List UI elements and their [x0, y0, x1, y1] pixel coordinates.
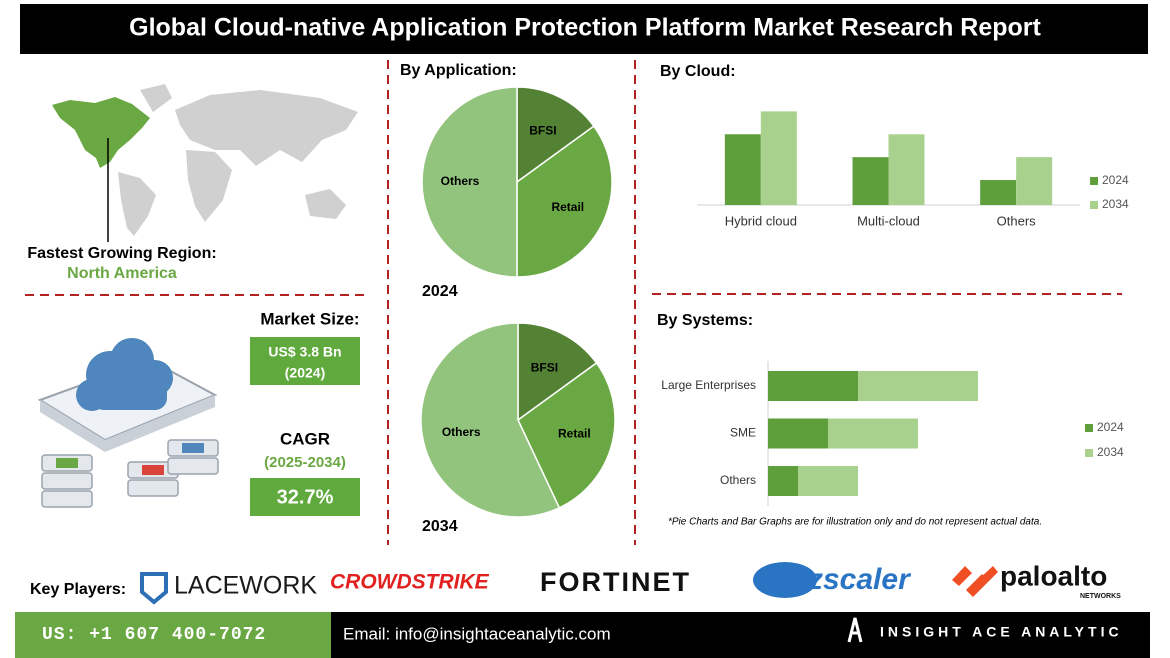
market-size-year: (2024)	[285, 365, 325, 381]
server	[41, 472, 93, 490]
pie-slice	[516, 125, 613, 278]
greenland	[140, 84, 172, 112]
y-tick-label: Large Enterprises	[661, 378, 756, 392]
cagr-box	[250, 478, 360, 516]
note: *Pie Charts and Bar Graphs are for illus…	[668, 517, 1042, 528]
company: FORTINET	[540, 567, 691, 597]
slice-label: Others	[441, 174, 480, 188]
legend-swatch	[1090, 201, 1098, 209]
legend-swatch	[1085, 449, 1093, 457]
company: CROWDSTRIKE	[330, 571, 490, 594]
title: Global Cloud-native Application Protecti…	[129, 14, 1041, 42]
pie-slice	[421, 86, 518, 278]
australia	[305, 189, 346, 219]
header-bar	[20, 4, 1148, 54]
africa	[186, 150, 232, 222]
bar-segment	[768, 371, 858, 401]
cagr-value: 32.7%	[277, 486, 334, 508]
bar-segment	[798, 466, 858, 496]
brand-icon	[847, 617, 863, 643]
slice-label: Retail	[558, 427, 591, 441]
bar	[724, 134, 761, 205]
legend-label: 2024	[1097, 420, 1124, 434]
pie-slice	[516, 86, 595, 184]
server-light	[182, 443, 204, 453]
paloalto-icon	[952, 566, 998, 597]
zscaler-icon	[753, 562, 817, 598]
slice-label: BFSI	[529, 123, 556, 137]
legend-swatch	[1085, 424, 1093, 432]
x-tick-label: Others	[997, 213, 1037, 228]
company-sub: NETWORKS	[1080, 593, 1121, 600]
market-size-box	[250, 337, 360, 385]
bar	[888, 134, 925, 205]
bar	[1016, 157, 1053, 205]
chart-title: By Systems:	[657, 312, 753, 329]
bar	[980, 180, 1017, 205]
company: zscaler	[807, 563, 912, 596]
pie-year: 2034	[422, 518, 458, 535]
bar	[760, 111, 797, 205]
footer-left	[15, 612, 331, 658]
region-value: North America	[67, 265, 177, 282]
chart-title: By Cloud:	[660, 63, 736, 80]
slice-label: Retail	[551, 200, 584, 214]
company: paloalto	[1000, 560, 1107, 591]
cloud-part	[92, 380, 167, 410]
south-america	[118, 172, 156, 236]
chart-title: By Application:	[400, 62, 517, 79]
server-light	[142, 465, 164, 475]
server	[127, 479, 179, 497]
server	[41, 490, 93, 508]
legend-swatch	[1090, 177, 1098, 185]
legend-label: 2034	[1102, 197, 1129, 211]
market-size-label: Market Size:	[260, 309, 359, 328]
y-tick-label: Others	[720, 473, 756, 487]
legend-label: 2034	[1097, 445, 1124, 459]
lacework-icon	[140, 572, 168, 605]
bar-segment	[828, 418, 918, 449]
device-edge	[40, 395, 215, 452]
email: Email: info@insightaceanalytic.com	[343, 624, 611, 643]
slice-label: BFSI	[531, 360, 558, 374]
bar-segment	[768, 466, 798, 496]
brand: INSIGHT ACE ANALYTIC	[880, 624, 1123, 640]
legend-label: 2024	[1102, 173, 1129, 187]
key-players-label: Key Players:	[30, 581, 126, 598]
eurasia	[175, 90, 358, 166]
y-tick-label: SME	[730, 426, 756, 440]
x-tick-label: Multi-cloud	[857, 213, 920, 228]
bar-segment	[858, 371, 978, 401]
x-tick-label: Hybrid cloud	[725, 213, 797, 228]
market-size-value: US$ 3.8 Bn	[268, 344, 341, 360]
cagr-label: CAGR	[280, 429, 330, 448]
north-america	[52, 97, 150, 168]
bar	[852, 157, 889, 205]
pie-slice	[420, 322, 561, 518]
cagr-period: (2025-2034)	[264, 454, 346, 471]
server-light	[56, 458, 78, 468]
company: LACEWORK	[174, 572, 317, 600]
server	[167, 457, 219, 475]
bar-segment	[768, 418, 828, 449]
region-label: Fastest Growing Region:	[27, 245, 216, 262]
pie-slice	[517, 361, 616, 509]
cloud-illustration	[37, 338, 219, 508]
footer-right	[331, 612, 1150, 658]
pie-slice	[517, 322, 598, 422]
slice-label: Others	[442, 425, 481, 439]
pie-year: 2024	[422, 283, 458, 300]
world-map	[52, 84, 358, 236]
phone: US: +1 607 400-7072	[42, 625, 266, 645]
